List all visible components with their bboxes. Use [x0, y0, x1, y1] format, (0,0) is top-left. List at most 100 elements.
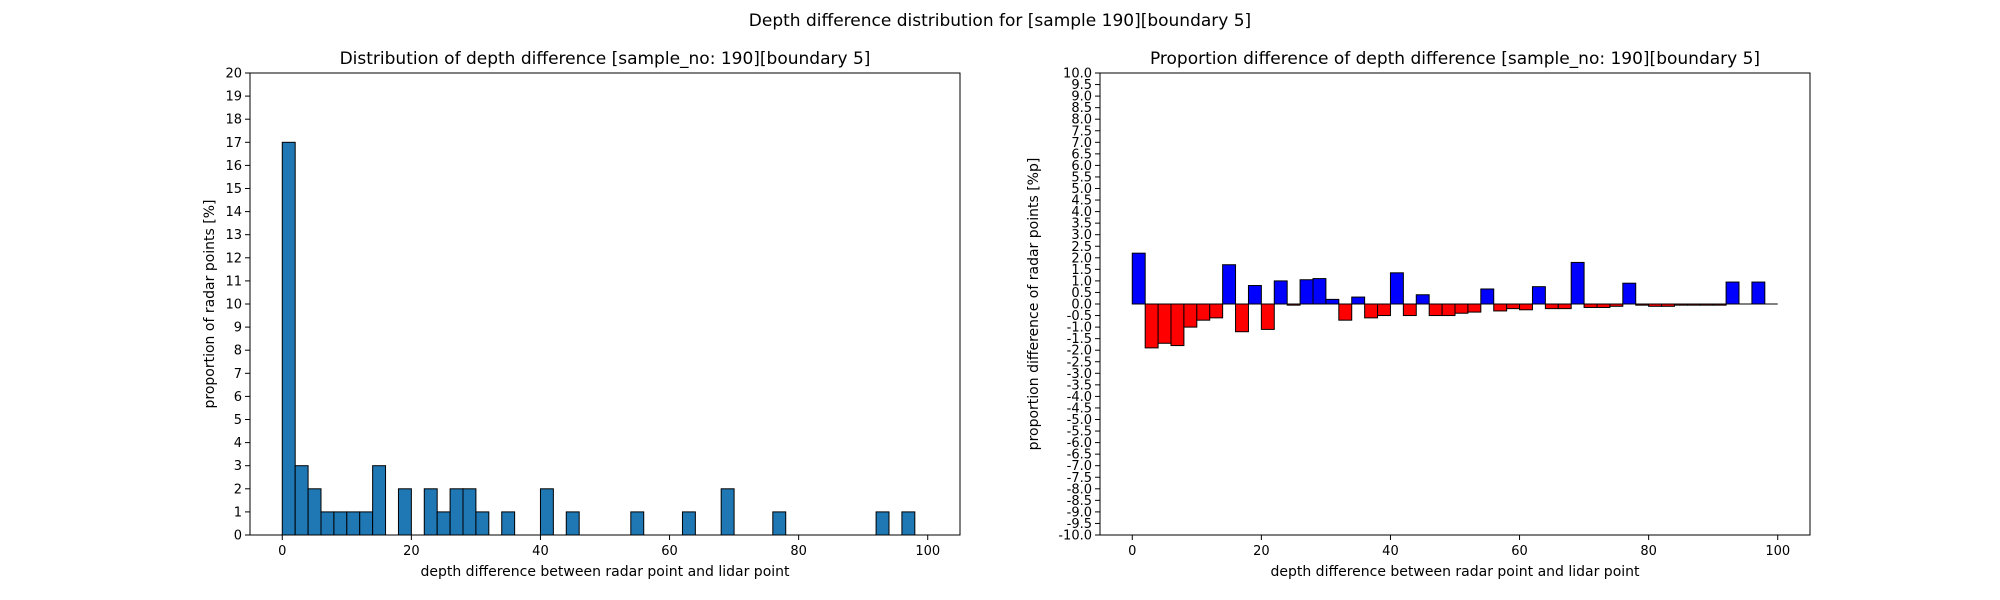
bar	[359, 511, 374, 536]
y-tick-label: 9.0	[1071, 90, 1092, 105]
y-tick-label: -10.0	[1058, 529, 1092, 544]
x-tick-label: 0	[1128, 544, 1136, 559]
bar	[372, 465, 387, 536]
y-tick-label: 13	[225, 228, 242, 243]
y-tick-label: 19	[225, 90, 242, 105]
bar	[1299, 279, 1314, 305]
bar	[1235, 303, 1249, 333]
bar	[333, 511, 348, 536]
y-tick-label: 2	[234, 482, 242, 497]
y-tick-label: 3	[234, 459, 242, 474]
y-tick-label: 1.5	[1071, 263, 1092, 278]
y-tick-label: 10	[225, 298, 242, 313]
chart-proportion-difference: Proportion difference of depth differenc…	[1026, 49, 1811, 580]
bar	[1519, 303, 1533, 311]
y-tick-label: -5.0	[1067, 413, 1092, 428]
y-tick-label: 14	[225, 205, 242, 220]
bar	[320, 511, 335, 536]
bar	[1506, 303, 1521, 310]
bar	[1209, 303, 1224, 319]
y-tick-label: 2.0	[1071, 251, 1092, 266]
bar	[1454, 303, 1469, 314]
bar	[1196, 303, 1211, 321]
bar	[1157, 303, 1172, 344]
y-tick-label: -7.0	[1067, 459, 1092, 474]
bar	[630, 511, 645, 536]
bar	[1596, 303, 1611, 308]
x-tick-label: 40	[532, 544, 549, 559]
y-tick-label: 8.0	[1071, 113, 1092, 128]
bar	[436, 511, 451, 536]
y-tick-label: 0.0	[1071, 298, 1092, 313]
y-tick-label: 6.5	[1071, 147, 1092, 162]
x-axis-label-proportion-difference: depth difference between radar point and…	[1270, 564, 1640, 580]
x-tick-label: 20	[1253, 544, 1270, 559]
bar	[1247, 285, 1262, 305]
bar	[1273, 280, 1288, 305]
bar	[1402, 303, 1417, 317]
y-tick-label: 17	[225, 136, 242, 151]
x-tick-label: 40	[1382, 544, 1399, 559]
bar	[1544, 303, 1559, 310]
bar	[1725, 281, 1740, 305]
figure-suptitle: Depth difference distribution for [sampl…	[749, 11, 1251, 31]
plot-frame-distribution	[249, 72, 961, 536]
y-tick-label: -8.5	[1067, 494, 1092, 509]
bar	[1557, 303, 1572, 310]
chart-distribution: Distribution of depth difference [sample…	[202, 49, 961, 580]
bar	[681, 511, 696, 536]
y-tick-label: 3.5	[1071, 217, 1092, 232]
y-tick-label: 0	[234, 529, 242, 544]
y-tick-label: 5	[234, 413, 242, 428]
bar	[1480, 288, 1495, 305]
y-axis-ticks-proportion-difference: -10.0-9.5-9.0-8.5-8.0-7.5-7.0-6.5-6.0-5.…	[1058, 67, 1100, 544]
bar	[1325, 298, 1340, 305]
y-tick-label: 2.5	[1071, 240, 1092, 255]
x-tick-label: 100	[915, 544, 940, 559]
y-tick-label: 15	[225, 182, 242, 197]
y-tick-label: 12	[225, 251, 242, 266]
bar	[1583, 303, 1598, 308]
y-tick-label: 10.0	[1063, 67, 1092, 82]
bar	[1144, 303, 1159, 349]
y-tick-label: -2.5	[1067, 355, 1092, 370]
x-axis-label-distribution: depth difference between radar point and…	[420, 564, 790, 580]
y-tick-label: -8.0	[1067, 482, 1092, 497]
bar	[1183, 303, 1198, 328]
bar	[294, 465, 309, 536]
y-tick-label: 4.5	[1071, 194, 1092, 209]
bar	[475, 511, 490, 536]
bar	[1222, 264, 1237, 305]
bar	[1338, 303, 1353, 321]
bar	[1570, 261, 1585, 305]
bar	[1428, 303, 1443, 317]
bar	[1493, 303, 1508, 312]
y-tick-label: 9	[234, 321, 242, 336]
y-tick-label: 4.0	[1071, 205, 1092, 220]
bar	[346, 511, 361, 536]
y-tick-label: 9.5	[1071, 78, 1092, 93]
bar	[1351, 296, 1366, 305]
bar	[875, 511, 890, 536]
y-tick-label: 6	[234, 390, 242, 405]
y-axis-label-distribution: proportion of radar points [%]	[202, 199, 218, 408]
chart-title-distribution: Distribution of depth difference [sample…	[340, 49, 871, 69]
x-axis-ticks-proportion-difference: 0 20 40 60 80 100	[1128, 535, 1790, 559]
bar	[1377, 303, 1391, 317]
y-tick-label: 1.0	[1071, 274, 1092, 289]
bar	[720, 488, 735, 536]
x-tick-label: 100	[1765, 544, 1790, 559]
y-tick-label: -4.0	[1067, 390, 1092, 405]
bar	[1531, 286, 1546, 305]
y-tick-label: 7.5	[1071, 124, 1092, 139]
bar	[1751, 281, 1766, 305]
bar	[307, 488, 322, 536]
y-tick-label: 4	[234, 436, 242, 451]
y-tick-label: 6.0	[1071, 159, 1092, 174]
y-tick-label: -6.5	[1067, 448, 1092, 463]
y-axis-label-proportion-difference: proportion difference of radar points [%…	[1026, 158, 1042, 451]
y-tick-label: 18	[225, 113, 242, 128]
bar	[281, 141, 296, 536]
